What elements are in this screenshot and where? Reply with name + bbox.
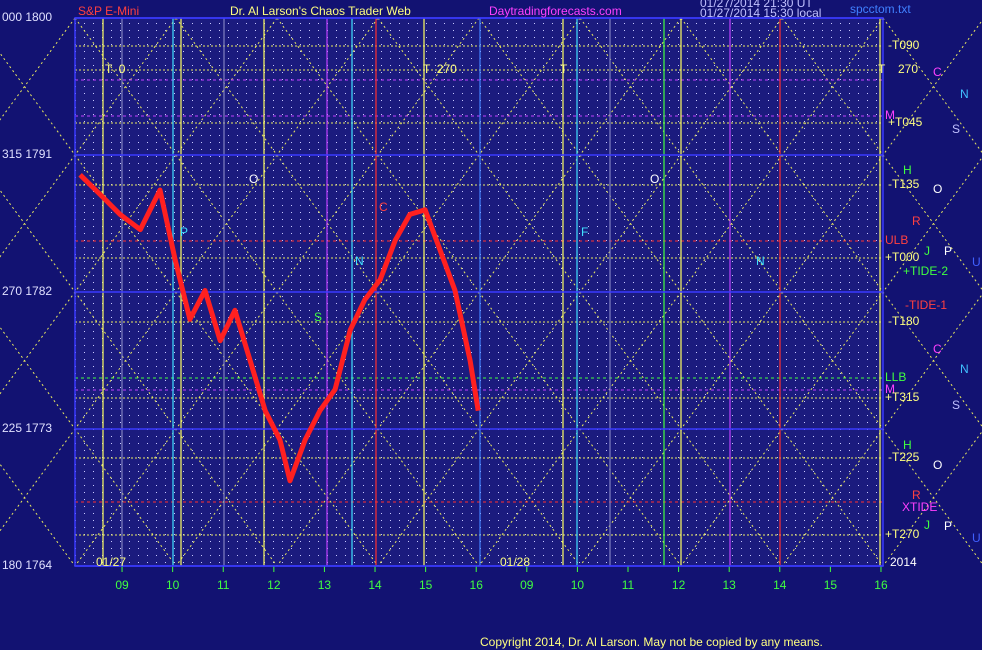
annotation: +TIDE-2 (903, 264, 948, 278)
annotation: +T000 (885, 250, 920, 264)
annotation: O (933, 182, 942, 196)
annotation: 01/27/2014 21:30 UT (700, 0, 813, 10)
annotation: N (960, 362, 969, 376)
annotation: R (912, 488, 921, 502)
x-tick-label: 15 (419, 578, 433, 592)
annotation: O (933, 458, 942, 472)
annotation: H (903, 163, 912, 177)
annotation: P (180, 225, 188, 239)
y-tick-label: 315 1791 (2, 147, 52, 161)
annotation: M (885, 382, 895, 396)
annotation: U (972, 531, 981, 545)
annotation: 2014 (890, 555, 917, 569)
annotation: H (903, 438, 912, 452)
price-line (78, 173, 481, 484)
x-tick-label: 14 (368, 578, 382, 592)
x-tick-label: 15 (824, 578, 838, 592)
annotation: 01/28 (500, 555, 530, 569)
x-tick-label: 13 (723, 578, 737, 592)
annotation: Daytradingforecasts.com (489, 4, 622, 18)
annotation: N (355, 254, 364, 268)
annotation: Copyright 2014, Dr. Al Larson. May not b… (480, 635, 823, 649)
x-tick-label: 12 (672, 578, 686, 592)
annotation: C (379, 200, 388, 214)
annotation: C (933, 342, 942, 356)
x-tick-label: 11 (622, 578, 635, 592)
annotation: P (944, 244, 952, 258)
chart-subtitle: Dr. Al Larson's Chaos Trader Web (230, 4, 411, 18)
annotation: LLB (885, 370, 906, 384)
annotation: S (314, 310, 322, 324)
annotation: 01/27 (96, 555, 126, 569)
x-tick-label: 09 (115, 578, 129, 592)
annotation: T 270 (423, 62, 457, 76)
annotation: -T180 (888, 314, 920, 328)
annotation: 270 (898, 62, 918, 76)
x-tick-label: 16 (470, 578, 484, 592)
annotation: -T135 (888, 177, 920, 191)
annotation: J (924, 518, 930, 532)
x-tick-label: 10 (166, 578, 180, 592)
annotation: T (878, 62, 886, 76)
x-tick-label: 16 (874, 578, 888, 592)
x-tick-label: 10 (571, 578, 585, 592)
annotation: M (885, 108, 895, 122)
x-tick-label: 14 (773, 578, 787, 592)
annotation: J (924, 244, 930, 258)
annotation: XTIDE (902, 500, 937, 514)
annotation: O (650, 172, 659, 186)
annotation: P (944, 519, 952, 533)
x-tick-label: 13 (318, 578, 332, 592)
y-tick-label: 225 1773 (2, 421, 52, 435)
plot-border (74, 17, 884, 567)
annotation: +T270 (885, 527, 920, 541)
annotation: N (960, 87, 969, 101)
annotation: 01/27/2014 15:30 local (700, 6, 821, 20)
y-tick-label: 000 1800 (2, 10, 52, 24)
annotation: -T225 (888, 450, 920, 464)
annotation: R (912, 214, 921, 228)
annotation: O (249, 172, 258, 186)
annotation: T (560, 62, 568, 76)
y-tick-label: 180 1764 (2, 558, 52, 572)
annotation: F (581, 225, 588, 239)
y-tick-label: 270 1782 (2, 284, 52, 298)
annotation: spcctom.txt (850, 2, 911, 16)
annotation: +T045 (888, 115, 923, 129)
x-tick-label: 12 (267, 578, 281, 592)
annotation: T 0 (105, 62, 126, 76)
x-tick-label: 09 (520, 578, 534, 592)
chart-title: S&P E-Mini (78, 4, 139, 18)
annotation: S (952, 122, 960, 136)
annotation: +T315 (885, 390, 920, 404)
annotation: N (756, 254, 765, 268)
annotation: S (952, 398, 960, 412)
annotation: U (972, 255, 981, 269)
annotation: -T090 (888, 38, 920, 52)
x-tick-label: 11 (217, 578, 230, 592)
annotation: -TIDE-1 (905, 298, 947, 312)
annotation: ULB (885, 233, 908, 247)
annotation: C (933, 65, 942, 79)
